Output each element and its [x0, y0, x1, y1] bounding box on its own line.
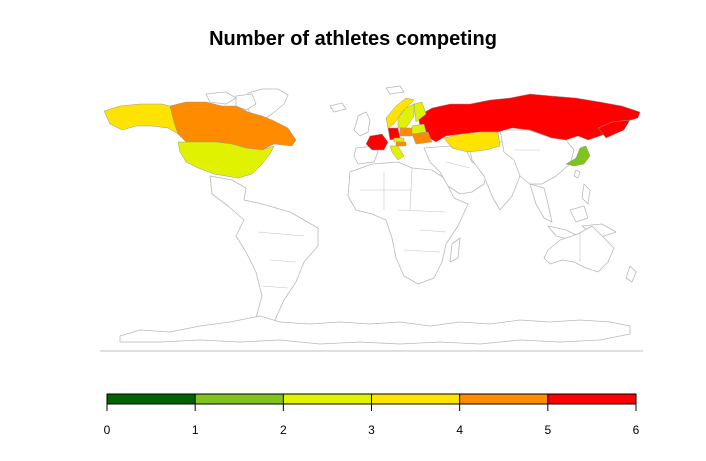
legend-tick-label-3: 3 — [368, 423, 375, 437]
region-borneo — [569, 205, 589, 223]
region-baffin — [235, 93, 257, 111]
legend-tick-label-5: 5 — [544, 423, 551, 437]
chart-title: Number of athletes competing — [209, 28, 497, 50]
region-france — [365, 133, 389, 151]
legend-tick-label-0: 0 — [104, 423, 111, 437]
legend-tick-label-6: 6 — [633, 423, 640, 437]
legend-bin-1 — [195, 394, 284, 404]
region-finland — [413, 101, 427, 123]
region-australia — [543, 225, 615, 273]
region-new-zealand — [625, 265, 637, 283]
region-norway — [385, 97, 415, 129]
region-southeast-asia — [529, 183, 553, 223]
region-philippines — [581, 183, 591, 205]
region-british-isles — [353, 111, 371, 137]
region-africa — [347, 161, 469, 285]
legend-bin-3 — [371, 394, 460, 404]
legend-bin-0 — [107, 394, 196, 404]
region-japan — [565, 145, 591, 167]
legend-tick-label-4: 4 — [456, 423, 463, 437]
internal-borders — [257, 149, 581, 289]
region-iceland — [329, 102, 347, 113]
legend-tick-label-2: 2 — [280, 423, 287, 437]
region-austria — [395, 141, 407, 147]
region-svalbard — [385, 85, 405, 95]
region-russia-east — [597, 119, 631, 139]
region-antarctica — [119, 315, 631, 345]
region-arctic-islands — [205, 91, 237, 105]
region-poland — [399, 127, 413, 137]
region-taiwan — [573, 169, 581, 179]
legend-bin-4 — [459, 394, 548, 404]
region-greenland — [245, 88, 289, 121]
land-layer — [103, 85, 641, 345]
legend-bin-2 — [283, 394, 372, 404]
region-belarus — [411, 123, 427, 135]
region-united-states — [177, 141, 275, 179]
region-madagascar — [449, 237, 461, 263]
region-kazakhstan — [443, 131, 501, 153]
legend-bin-5 — [547, 394, 636, 404]
legend-tick-label-1: 1 — [192, 423, 199, 437]
